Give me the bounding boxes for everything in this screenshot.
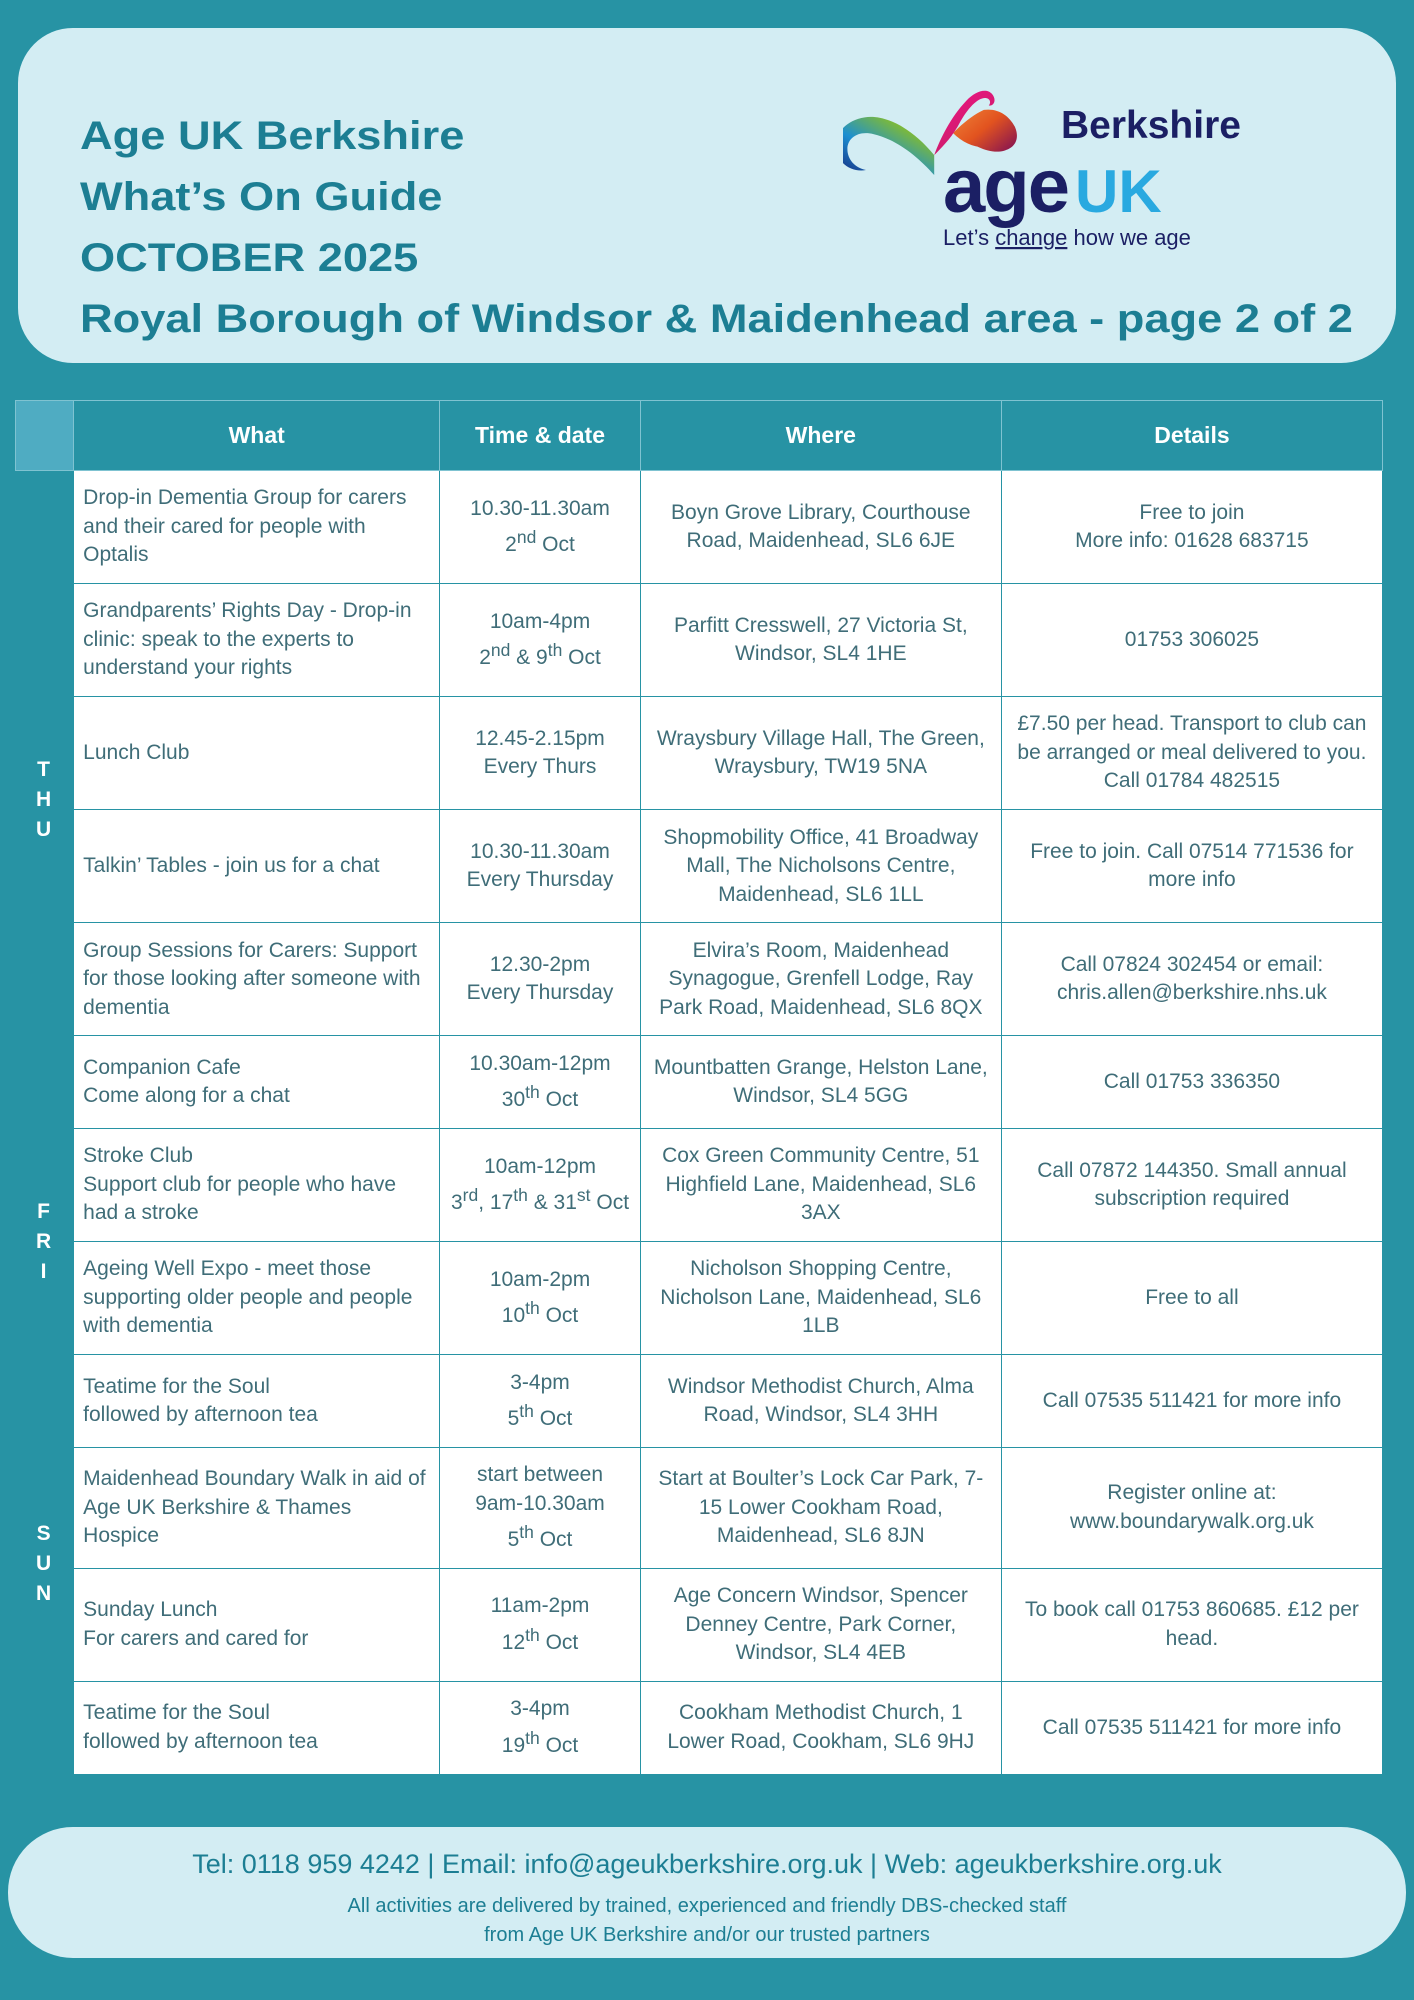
svg-text:UK: UK — [1075, 158, 1162, 225]
svg-text:age: age — [943, 144, 1068, 229]
svg-text:Berkshire: Berkshire — [1061, 104, 1241, 147]
svg-text:Let’s change how we age: Let’s change how we age — [943, 225, 1191, 250]
